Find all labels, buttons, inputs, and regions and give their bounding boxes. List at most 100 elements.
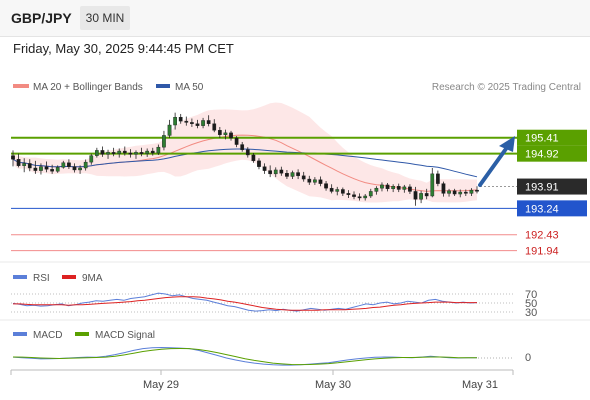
candle-body [469,189,474,194]
candle-body [329,187,334,192]
candle-body [50,169,54,172]
candle-body [346,193,351,195]
candle-body [212,123,217,131]
credit-label: Research © 2025 Trading Central [432,82,581,93]
rsi9ma-legend-swatch [62,275,76,279]
candle-body [273,169,278,175]
candle-body [128,152,133,155]
candle-body [430,173,435,197]
candle-body [117,150,122,154]
candle-body [22,163,27,166]
macd-signal-line [12,347,477,366]
support-label-box [517,200,587,217]
candle-body [94,150,99,156]
candle-body [463,191,468,194]
symbol-title: GBP/JPY [11,10,72,26]
rsi-line [12,292,478,312]
macd-panel: 0 [12,346,531,366]
candle-body [391,186,396,190]
candle-body [39,166,43,171]
candle-body [374,187,379,192]
forecast-arrow [478,136,515,187]
candle-body [424,193,429,197]
candle-body [262,166,267,171]
candle-body [324,183,328,189]
candle-body [452,190,457,195]
candle-body [16,159,21,166]
candle-body [352,194,356,197]
candle-body [285,172,289,177]
candle-body [279,169,284,174]
candle-body [296,172,300,177]
candle-body [408,186,412,192]
rsi-9ma-line [13,296,477,311]
rsi9ma-legend-label: 9MA [82,273,103,284]
ma50-line [12,148,478,178]
candle-body [313,179,317,183]
candle-body [396,186,401,190]
candle-body [190,122,194,124]
candle-body [111,152,116,154]
candle-body [385,184,390,190]
x-tick-label: May 30 [315,379,351,391]
candle-body [162,135,166,148]
candle-body [27,163,32,169]
candle-body [307,178,312,183]
last-price-label-box [517,178,587,195]
candle-body [229,132,233,139]
candle-body [368,191,373,197]
rsi-tick-label: 30 [525,307,537,319]
candle-body [44,166,49,170]
candle-body [257,160,261,167]
macd-legend-swatch [13,332,27,336]
timeframe-button[interactable]: 30 MIN [80,6,130,30]
candles [11,112,479,206]
candle-body [245,149,250,156]
candle-body [83,161,88,169]
candle-body [447,190,451,194]
pivot-label: 191.94 [525,246,559,258]
macd-line [12,346,478,366]
candle-body [206,120,211,124]
candle-body [11,155,15,160]
candle-body [201,120,205,126]
candle-body [217,130,222,135]
candle-body [72,166,77,171]
macd-tick-label: 0 [525,352,531,364]
candle-body [268,170,273,175]
rsi-legend-swatch [13,275,27,279]
support-label: 193.24 [525,203,559,215]
ma50-legend-label: MA 50 [175,82,204,93]
candle-body [33,167,38,171]
candle-body [301,175,306,180]
resistance-label-box [517,129,587,146]
candle-body [223,132,228,135]
ma20-legend-swatch [13,84,29,88]
candle-body [100,150,105,155]
candle-body [89,155,94,163]
candle-body [402,186,407,190]
datetime-label: Friday, May 30, 2025 9:44:45 PM CET [13,41,234,56]
candle-body [55,167,60,172]
resistance-label: 194.92 [525,149,559,161]
candle-body [173,117,177,126]
macd-legend-label: MACD [33,330,62,341]
candle-body [145,150,150,154]
candle-body [441,183,446,194]
x-tick-label: May 31 [462,379,498,391]
candle-body [475,189,479,192]
candle-body [184,120,189,123]
candle-body [419,193,423,200]
candle-body [240,144,245,150]
resistance-label: 195.41 [525,133,559,145]
x-tick-label: May 29 [143,379,179,391]
candle-body [251,154,256,162]
chart-header: GBP/JPY 30 MIN [0,0,590,37]
macd-signal-legend-label: MACD Signal [95,330,155,341]
candle-body [156,146,161,154]
candle-body [335,189,340,192]
rsi-tick-label: 70 [525,289,537,301]
candle-body [150,150,155,154]
candle-body [134,152,138,155]
